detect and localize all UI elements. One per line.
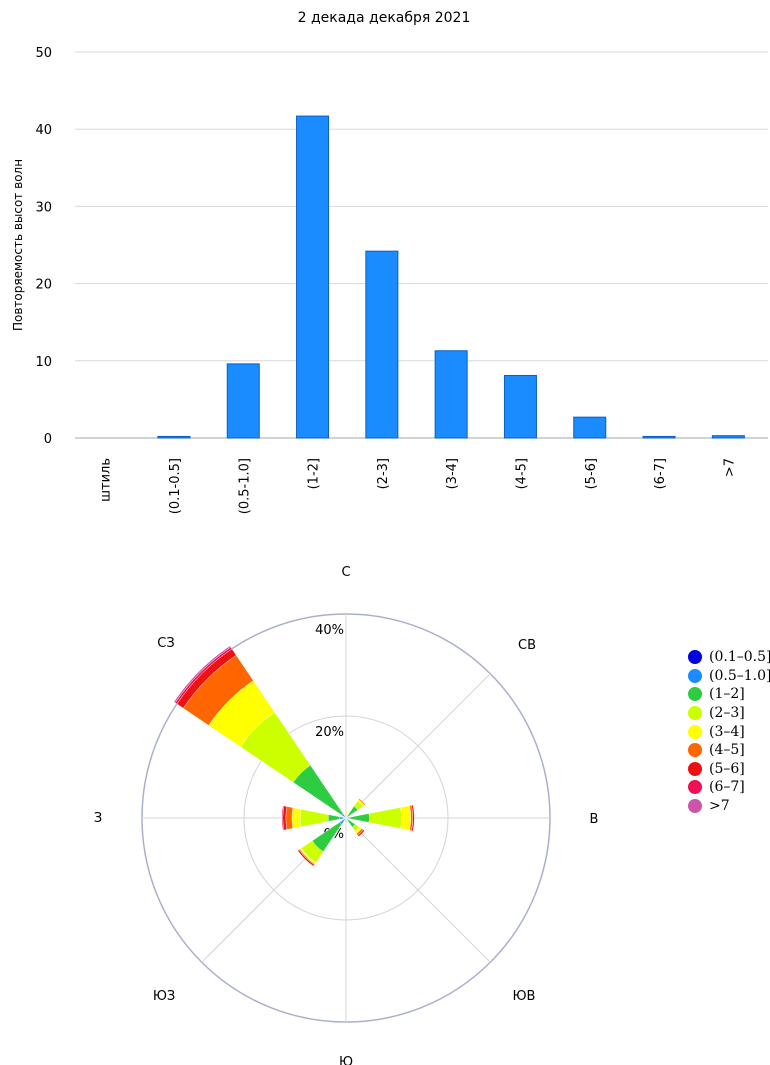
- legend-label: (2–3]: [709, 705, 745, 722]
- bar: [157, 435, 191, 439]
- wind-rose-legend: (0.1–0.5] (0.5–1.0] (1–2] (2–3] (3–4] (4–5] (5…: [688, 648, 770, 815]
- y-tick-label: 10: [35, 355, 52, 370]
- x-tick-label: (5-6]: [584, 458, 599, 489]
- radial-tick-label: 20%: [315, 725, 344, 740]
- chart-title: 2 декада декабря 2021: [298, 10, 471, 26]
- legend-swatch: [688, 687, 702, 702]
- x-tick-label: (0.1-0.5]: [168, 458, 183, 514]
- bar: [642, 435, 676, 439]
- legend-item[interactable]: >7: [688, 797, 770, 816]
- legend-label: (0.5–1.0]: [709, 667, 770, 684]
- legend-label: >7: [709, 798, 730, 815]
- spoke: [345, 673, 491, 819]
- legend-label: (4–5]: [709, 742, 745, 759]
- direction-label: ЮЗ: [153, 989, 175, 1004]
- rose-sector: [291, 807, 302, 829]
- x-tick-label: (3-4]: [445, 458, 460, 489]
- x-tick-label: (0.5-1.0]: [237, 458, 252, 514]
- direction-label: С: [341, 565, 350, 580]
- bar: [573, 416, 607, 439]
- bar: [296, 115, 330, 439]
- legend-item[interactable]: (4–5]: [688, 741, 770, 760]
- legend-item[interactable]: (0.5–1.0]: [688, 667, 770, 686]
- x-tick-label: (2-3]: [376, 458, 391, 489]
- legend-swatch: [688, 706, 702, 721]
- x-tick-label: (6-7]: [653, 458, 668, 489]
- rose-sector: [358, 798, 366, 806]
- radial-tick-label: 40%: [315, 623, 344, 638]
- legend-item[interactable]: (5–6]: [688, 760, 770, 779]
- bar: [365, 250, 399, 439]
- legend-label: (0.1–0.5]: [709, 649, 770, 666]
- bar: [226, 363, 260, 439]
- legend-label: (6–7]: [709, 779, 745, 796]
- bar-chart: 2 декада декабря 2021 0 10 20 30 40 50 Повторяе…: [11, 10, 768, 514]
- direction-label: ЮВ: [513, 989, 536, 1004]
- rose-sector: [173, 645, 232, 704]
- rose-sector: [344, 820, 348, 823]
- x-tick-label: (1-2]: [307, 458, 322, 489]
- rose-sector: [349, 813, 370, 823]
- rose-sector: [281, 805, 285, 831]
- rose-sector: [368, 807, 402, 829]
- legend-item[interactable]: (3–4]: [688, 722, 770, 741]
- x-tick-label: >7: [722, 458, 737, 477]
- x-tick-label: (4-5]: [514, 458, 529, 489]
- bar: [711, 435, 745, 439]
- legend-label: (1–2]: [709, 686, 745, 703]
- direction-label: СЗ: [157, 636, 174, 651]
- legend-item[interactable]: (1–2]: [688, 685, 770, 704]
- spoke: [345, 817, 491, 963]
- legend-swatch: [688, 761, 702, 776]
- legend-item[interactable]: (6–7]: [688, 778, 770, 797]
- wind-rose-chart: ССВВЮВЮЮЗЗСЗ0%20%40%: [94, 565, 599, 1065]
- bar: [503, 374, 537, 439]
- y-tick-label: 0: [44, 432, 52, 447]
- legend-swatch: [688, 650, 702, 665]
- direction-label: Ю: [339, 1055, 353, 1065]
- direction-label: З: [94, 811, 102, 826]
- legend-item[interactable]: (0.1–0.5]: [688, 648, 770, 667]
- rose-sector: [299, 809, 329, 827]
- legend-swatch: [688, 743, 702, 758]
- x-tick-label: штиль: [99, 458, 114, 502]
- y-tick-label: 20: [35, 278, 52, 293]
- legend-swatch: [688, 799, 702, 814]
- bar: [434, 350, 468, 439]
- direction-label: В: [590, 812, 599, 827]
- rose-sector: [357, 829, 365, 837]
- rose-sector: [297, 849, 315, 867]
- rose-sector: [411, 804, 415, 832]
- legend-label: (5–6]: [709, 760, 745, 777]
- legend-label: (3–4]: [709, 723, 745, 740]
- legend-item[interactable]: (2–3]: [688, 704, 770, 723]
- rose-sector: [344, 811, 348, 814]
- legend-swatch: [688, 724, 702, 739]
- rose-sector: [327, 814, 340, 822]
- direction-label: СВ: [518, 638, 536, 653]
- y-tick-label: 30: [35, 200, 52, 215]
- y-tick-label: 40: [35, 123, 52, 138]
- legend-swatch: [688, 780, 702, 795]
- rose-sector: [400, 805, 411, 831]
- y-axis-label: Повторяемость высот волн: [11, 159, 25, 331]
- rose-sector: [285, 806, 294, 830]
- legend-swatch: [688, 668, 702, 683]
- y-tick-label: 50: [35, 46, 52, 61]
